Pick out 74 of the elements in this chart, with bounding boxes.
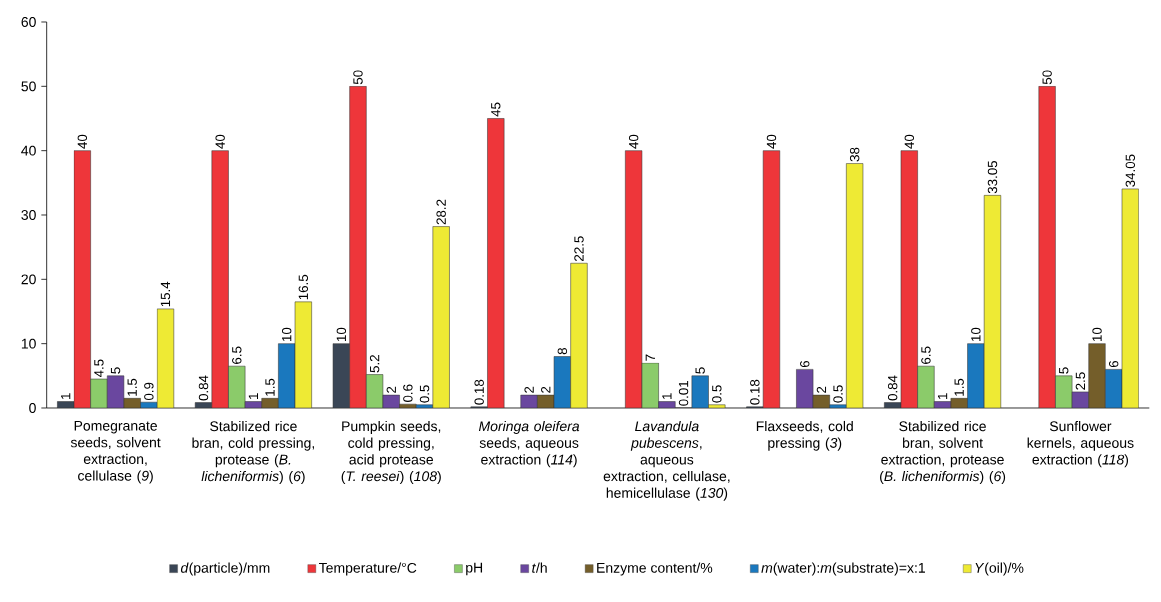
data-label: 1.5 (265, 378, 275, 396)
legend-label: Y(oil)/% (975, 562, 1024, 576)
data-label: 40 (215, 134, 225, 149)
legend-label: t/h (532, 562, 547, 573)
y-tick-label: 50 (21, 81, 36, 92)
data-label: 40 (766, 134, 777, 149)
y-tick-label: 0 (29, 403, 36, 413)
data-label: 0.18 (474, 379, 484, 405)
legend-label: Enzyme content/% (597, 562, 713, 576)
data-label: 0.01 (678, 381, 689, 406)
data-label: 1 (248, 393, 259, 399)
data-label: 38 (849, 147, 860, 162)
data-label: 10 (281, 327, 292, 342)
x-tick-label: Pumpkin seeds, cold pressing, acid protease (T. reesei) (108) (341, 420, 441, 484)
data-label: 40 (904, 134, 915, 149)
data-label: 0.6 (403, 384, 413, 403)
data-label: 2.5 (1075, 372, 1086, 390)
data-label: 7 (645, 354, 655, 361)
y-tick-label: 40 (21, 145, 36, 156)
data-label: 5 (110, 367, 121, 374)
data-label: 40 (77, 134, 88, 149)
data-label: 5.2 (369, 355, 380, 373)
data-label: 33.05 (987, 160, 998, 194)
y-tick-label: 60 (21, 17, 36, 27)
data-label: 10 (1092, 327, 1102, 342)
data-label: 8 (557, 348, 568, 355)
data-label: 5 (1059, 367, 1069, 374)
data-label: 34.05 (1125, 154, 1136, 187)
legend-label: Temperature/°C (319, 562, 417, 576)
data-label: 0.9 (144, 382, 154, 401)
y-tick-label: 10 (21, 338, 36, 349)
data-label: 50 (353, 70, 363, 85)
data-label: 10 (336, 327, 347, 342)
data-label: 10 (971, 327, 981, 342)
legend-label: d(particle)/mm (180, 562, 270, 576)
data-label: 1.5 (954, 378, 964, 396)
data-label: 5 (695, 367, 705, 374)
x-tick-label: Stabilized rice bran, solvent extraction, protease (B. licheniformis) (6) (880, 420, 1006, 484)
legend-label: m(water):m(substrate)=x:1 (761, 562, 925, 576)
data-label: 22.5 (574, 236, 584, 261)
x-tick-label: Moringa oleifera seeds, aqueous extraction (114) (478, 420, 580, 468)
data-label: 1 (662, 393, 672, 399)
data-label: 0.5 (419, 385, 430, 403)
data-label: 6.5 (232, 346, 242, 364)
data-label: 0.18 (750, 379, 760, 405)
data-label: 2 (386, 386, 396, 393)
data-label: 2 (816, 386, 827, 393)
legend-label: pH (466, 562, 483, 576)
data-label: 0.84 (198, 375, 209, 401)
data-label: 0.84 (887, 375, 898, 401)
data-label: 16.5 (298, 274, 309, 300)
data-label: 1.5 (127, 378, 137, 396)
data-label: 1 (937, 393, 948, 399)
data-label: 40 (628, 134, 639, 149)
data-label: 0.5 (712, 385, 722, 403)
data-label: 6 (1108, 360, 1119, 368)
data-label: 0.5 (833, 385, 843, 403)
y-tick-label: 30 (21, 210, 36, 220)
data-label: 1 (61, 393, 71, 399)
data-label: 28.2 (436, 199, 446, 225)
x-tick-label: Stabilized rice bran, cold pressing, protease (B. licheniformis) (6) (192, 420, 314, 484)
x-tick-label: Pomegranate seeds, solvent extraction, cellulase (9) (70, 420, 161, 484)
x-tick-label: Flaxseeds, cold pressing (3) (756, 420, 853, 451)
data-label: 2 (541, 386, 551, 393)
data-label: 2 (524, 386, 534, 393)
data-label: 50 (1042, 70, 1052, 85)
data-label: 6.5 (921, 346, 931, 364)
x-tick-label: Sunflower kernels, aqueous extraction (118) (1027, 420, 1134, 468)
data-label: 45 (491, 102, 501, 117)
y-tick-label: 20 (21, 274, 36, 285)
data-label: 6 (800, 360, 810, 368)
data-label: 15.4 (160, 281, 171, 307)
x-tick-label: Lavandula pubescens, aqueous extraction, cellulase, hemicellulase (130) (603, 420, 730, 501)
data-label: 4.5 (94, 359, 104, 378)
